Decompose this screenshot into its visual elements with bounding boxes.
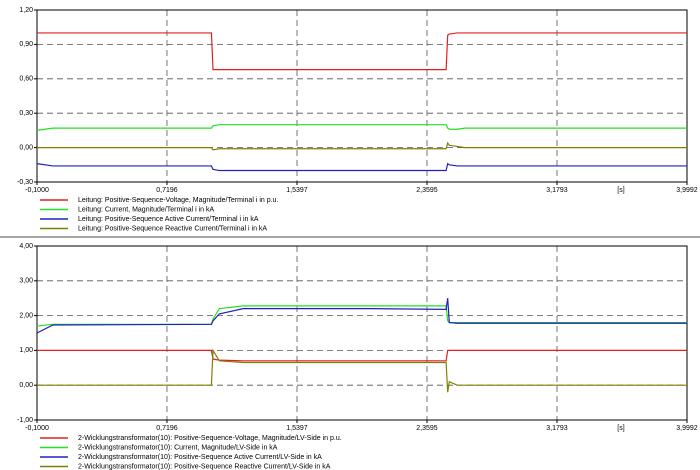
legend-label: Leitung: Positive-Sequence-Voltage, Magn…: [78, 197, 278, 204]
legend-label: Leitung: Positive-Sequence Reactive Curr…: [78, 225, 267, 232]
y-tick-label: 0,00: [19, 382, 33, 389]
x-tick-label: 2,3595: [416, 187, 438, 194]
x-axis-label: [s]: [617, 425, 624, 432]
x-axis-label: [s]: [617, 187, 624, 194]
series-line: [36, 124, 687, 131]
x-tick-label: 0,7196: [156, 425, 178, 432]
series-line: [36, 162, 687, 172]
legend-label: Leitung: Positive-Sequence Active Curren…: [78, 216, 259, 223]
y-tick-label: -0,30: [17, 179, 33, 186]
x-tick-label: 3,9992: [676, 187, 698, 194]
y-tick-label: 0,60: [19, 76, 33, 83]
y-tick-label: 4,00: [19, 243, 33, 250]
x-tick-label: 0,7196: [156, 187, 178, 194]
series-line: [37, 32, 687, 71]
y-tick-label: 1,00: [19, 347, 33, 354]
x-tick-label: -0,1000: [25, 425, 49, 432]
plot-frame: [36, 9, 688, 183]
x-tick-label: 3,1793: [546, 187, 568, 194]
legend-label: Leitung: Current, Magnitude/Terminal i i…: [78, 206, 215, 213]
x-tick-label: 3,1793: [546, 425, 568, 432]
series-line: [37, 349, 687, 362]
series-line: [37, 348, 687, 393]
x-tick-label: 3,9992: [676, 425, 698, 432]
y-tick-label: 0,00: [19, 144, 33, 151]
y-tick-label: 0,90: [19, 41, 33, 48]
legend-label: 2-Wicklungstransformator(10): Positive-S…: [78, 454, 322, 461]
y-tick-label: 0,30: [19, 110, 33, 117]
y-tick-label: 3,00: [19, 278, 33, 285]
legend-label: 2-Wicklungstransformator(10): Positive-S…: [78, 463, 331, 470]
legend-label: 2-Wicklungstransformator(10): Positive-S…: [78, 435, 342, 442]
plot-frame: [36, 245, 688, 421]
y-tick-label: 2,00: [19, 312, 33, 319]
series-line: [36, 298, 687, 334]
y-tick-label: 1,20: [19, 7, 33, 14]
x-tick-label: 1,5397: [286, 187, 308, 194]
y-tick-label: -1,00: [17, 417, 33, 424]
x-tick-label: 1,5397: [286, 425, 308, 432]
x-tick-label: 2,3595: [416, 425, 438, 432]
x-tick-label: -0,1000: [25, 187, 49, 194]
legend-label: 2-Wicklungstransformator(10): Current, M…: [78, 444, 278, 451]
series-line: [37, 141, 687, 151]
